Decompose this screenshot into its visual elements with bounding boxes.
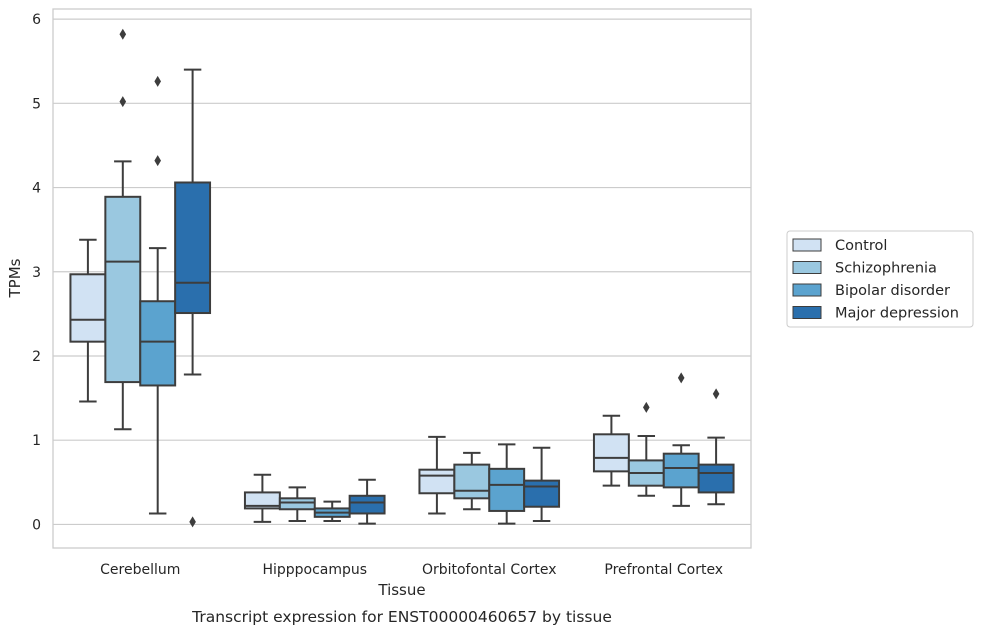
x-tick-label: Cerebellum xyxy=(100,562,180,578)
outlier-point xyxy=(154,155,161,167)
outlier-point xyxy=(189,516,196,528)
y-tick-label: 4 xyxy=(32,181,41,197)
box xyxy=(348,494,386,515)
box-group xyxy=(418,435,456,515)
outlier-point xyxy=(119,96,127,108)
box xyxy=(418,468,456,495)
legend-swatch xyxy=(792,238,822,252)
plot-frame xyxy=(52,8,752,549)
box-group xyxy=(313,500,351,523)
legend-swatch xyxy=(792,306,822,319)
box xyxy=(139,300,177,387)
outlier-point xyxy=(643,401,650,413)
box-group xyxy=(69,238,107,403)
outlier-point xyxy=(119,28,127,40)
outlier-point xyxy=(712,388,720,400)
legend-swatch xyxy=(792,283,822,297)
box xyxy=(662,452,700,489)
box-group xyxy=(278,486,316,523)
figure-caption: Transcript expression for ENST0000046065… xyxy=(191,608,612,626)
box-group xyxy=(139,75,177,515)
x-tick-label: Hipppocampus xyxy=(262,562,367,578)
y-tick-label: 0 xyxy=(32,517,41,533)
box-group xyxy=(697,388,735,506)
box-group xyxy=(453,451,491,511)
legend-swatch xyxy=(792,261,822,274)
box-group xyxy=(104,28,142,431)
y-tick-label: 3 xyxy=(32,265,41,281)
box-group xyxy=(174,68,212,528)
x-tick-label: Prefrontal Cortex xyxy=(604,562,723,578)
legend-label: Major depression xyxy=(835,306,959,322)
box xyxy=(488,467,526,512)
box-group xyxy=(488,443,526,525)
box xyxy=(697,463,735,494)
box xyxy=(69,273,107,343)
box-group xyxy=(627,401,665,497)
series-control xyxy=(69,238,630,523)
box xyxy=(592,433,630,473)
box-group xyxy=(592,414,630,487)
y-tick-labels: 0 1 2 3 4 5 6 xyxy=(32,12,41,533)
box-group xyxy=(523,446,561,523)
box xyxy=(453,463,491,500)
y-tick-label: 1 xyxy=(32,433,41,449)
box xyxy=(278,497,316,511)
box xyxy=(104,195,142,384)
x-tick-labels: Cerebellum Hipppocampus Orbitofontal Corte… xyxy=(100,562,723,578)
series-bipolar-disorder xyxy=(139,75,700,525)
outlier-point xyxy=(154,75,161,87)
legend-items: Control Schizophrenia Bipolar disorder Majo… xyxy=(792,238,959,322)
series-major-depression xyxy=(174,68,735,528)
legend-label: Schizophrenia xyxy=(835,261,937,277)
y-tick-label: 5 xyxy=(32,96,41,112)
y-tick-label: 6 xyxy=(32,12,41,28)
y-tick-label: 2 xyxy=(32,349,41,365)
box xyxy=(523,479,561,508)
outlier-point xyxy=(677,372,685,384)
x-tick-label: Orbitofontal Cortex xyxy=(422,562,557,578)
y-axis-label: TPMs xyxy=(6,258,24,298)
legend-label: Control xyxy=(835,238,887,254)
box xyxy=(174,181,212,315)
legend: Control Schizophrenia Bipolar disorder Majo… xyxy=(786,230,974,328)
x-axis-label: Tissue xyxy=(377,581,425,599)
legend-frame xyxy=(786,230,974,328)
box-group xyxy=(662,372,700,507)
box-series xyxy=(69,28,735,528)
series-schizophrenia xyxy=(104,28,665,523)
box-group xyxy=(243,473,281,523)
legend-label: Bipolar disorder xyxy=(835,283,950,299)
box-group xyxy=(348,478,386,525)
